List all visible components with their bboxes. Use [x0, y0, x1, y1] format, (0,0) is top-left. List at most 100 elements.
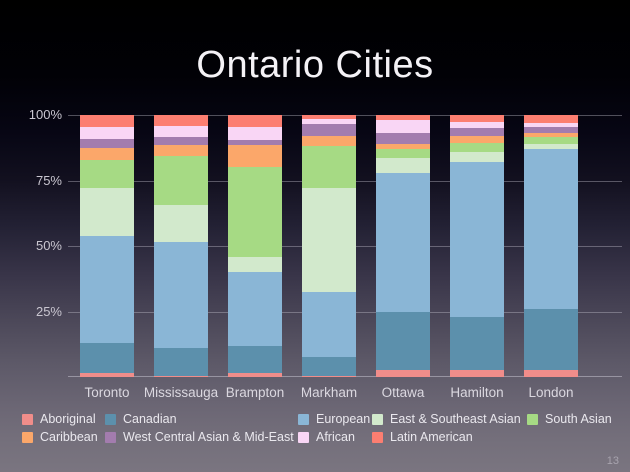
segment-brampton-east-southeast-asian — [228, 256, 282, 273]
ytick-75: 75% — [35, 172, 62, 188]
bar-brampton — [228, 115, 282, 377]
ytick-100: 100% — [28, 107, 62, 122]
page-title: Ontario Cities — [196, 44, 434, 86]
legend-swatch-aboriginal — [22, 413, 33, 425]
bar-hamilton — [450, 115, 504, 377]
segment-markham-aboriginal — [302, 375, 356, 377]
segment-mississauga-west-central-asian-mid-east — [154, 137, 208, 146]
segment-brampton-caribbean — [228, 145, 282, 168]
legend-item-south-asian: South Asian — [527, 411, 612, 427]
segment-hamilton-east-southeast-asian — [450, 151, 504, 163]
legend-item-latin-american: Latin American — [372, 429, 473, 445]
legend-swatch-european — [298, 413, 309, 425]
bar-markham — [302, 115, 356, 377]
segment-hamilton-african — [450, 121, 504, 129]
legend-swatch-canadian — [105, 413, 116, 425]
segment-brampton-west-central-asian-mid-east — [228, 139, 282, 146]
legend-label-caribbean: Caribbean — [40, 430, 98, 444]
segment-brampton-south-asian — [228, 167, 282, 257]
legend-item-caribbean: Caribbean — [22, 429, 98, 445]
legend-label-european: European — [316, 412, 371, 426]
bar-toronto — [80, 115, 134, 377]
segment-brampton-european — [228, 272, 282, 346]
segment-hamilton-caribbean — [450, 136, 504, 143]
segment-brampton-canadian — [228, 345, 282, 374]
segment-toronto-canadian — [80, 342, 134, 374]
legend-swatch-west-central-asian-mid-east — [105, 431, 116, 443]
segment-london-south-asian — [524, 137, 578, 144]
legend-swatch-latin-american — [372, 431, 383, 443]
segment-mississauga-south-asian — [154, 155, 208, 206]
legend-label-african: African — [316, 430, 355, 444]
segment-markham-east-southeast-asian — [302, 188, 356, 292]
segment-toronto-european — [80, 235, 134, 343]
segment-toronto-caribbean — [80, 147, 134, 160]
segment-ottawa-east-southeast-asian — [376, 158, 430, 173]
segment-hamilton-european — [450, 162, 504, 317]
segment-mississauga-african — [154, 125, 208, 138]
x-label-ottawa: Ottawa — [381, 385, 425, 400]
x-label-markham: Markham — [300, 385, 358, 400]
legend-label-aboriginal: Aboriginal — [40, 412, 96, 426]
segment-toronto-aboriginal — [80, 373, 134, 377]
bar-ottawa — [376, 115, 430, 377]
legend-swatch-african — [298, 431, 309, 443]
segment-london-european — [524, 149, 578, 309]
segment-markham-south-asian — [302, 146, 356, 189]
segment-london-african — [524, 122, 578, 127]
segment-ottawa-south-asian — [376, 149, 430, 159]
ytick-25: 25% — [35, 303, 62, 319]
legend-swatch-caribbean — [22, 431, 33, 443]
segment-toronto-east-southeast-asian — [80, 188, 134, 236]
segment-hamilton-canadian — [450, 316, 504, 371]
page-number: 13 — [606, 455, 619, 467]
legend-label-canadian: Canadian — [123, 412, 177, 426]
segment-mississauga-east-southeast-asian — [154, 205, 208, 243]
legend-swatch-east-southeast-asian — [372, 413, 383, 425]
segment-london-east-southeast-asian — [524, 143, 578, 150]
segment-markham-west-central-asian-mid-east — [302, 124, 356, 137]
bar-mississauga — [154, 115, 208, 377]
segment-mississauga-canadian — [154, 348, 208, 376]
legend-item-european: European — [298, 411, 370, 427]
segment-ottawa-african — [376, 120, 430, 134]
legend-label-south-asian: South Asian — [545, 412, 612, 426]
ytick-50: 50% — [35, 238, 62, 253]
legend-swatch-south-asian — [527, 413, 538, 425]
segment-markham-canadian — [302, 357, 356, 376]
segment-london-latin-american — [524, 115, 578, 123]
segment-mississauga-caribbean — [154, 145, 208, 156]
x-label-hamilton: Hamilton — [450, 385, 504, 400]
x-label-mississauga: Mississauga — [143, 385, 219, 400]
segment-brampton-latin-american — [228, 115, 282, 127]
segment-london-caribbean — [524, 133, 578, 138]
legend-item-west-central-asian-mid-east: West Central Asian & Mid-East — [105, 429, 294, 445]
segment-london-west-central-asian-mid-east — [524, 126, 578, 134]
segment-ottawa-latin-american — [376, 115, 430, 121]
segment-hamilton-south-asian — [450, 142, 504, 152]
segment-toronto-latin-american — [80, 115, 134, 127]
legend-item-aboriginal: Aboriginal — [22, 411, 96, 427]
segment-ottawa-canadian — [376, 311, 430, 371]
segment-london-aboriginal — [524, 370, 578, 377]
x-label-toronto: Toronto — [84, 385, 130, 400]
segment-hamilton-aboriginal — [450, 370, 504, 377]
bar-london — [524, 115, 578, 377]
chart-plot: 100% 75% 50% 25% Toronto Mississauga Bramp… — [29, 107, 622, 400]
legend-label-east-southeast-asian: East & Southeast Asian — [390, 412, 521, 426]
segment-mississauga-european — [154, 242, 208, 349]
x-label-brampton: Brampton — [225, 385, 285, 400]
segment-markham-african — [302, 119, 356, 125]
segment-ottawa-caribbean — [376, 143, 430, 150]
legend-item-african: African — [298, 429, 355, 445]
legend-item-east-southeast-asian: East & Southeast Asian — [372, 411, 521, 427]
segment-hamilton-west-central-asian-mid-east — [450, 128, 504, 136]
segment-hamilton-latin-american — [450, 115, 504, 122]
legend-item-canadian: Canadian — [105, 411, 177, 427]
legend-label-latin-american: Latin American — [390, 430, 473, 444]
legend-label-west-central-asian-mid-east: West Central Asian & Mid-East — [123, 430, 294, 444]
segment-mississauga-latin-american — [154, 115, 208, 126]
segment-brampton-african — [228, 126, 282, 140]
segment-markham-european — [302, 291, 356, 358]
